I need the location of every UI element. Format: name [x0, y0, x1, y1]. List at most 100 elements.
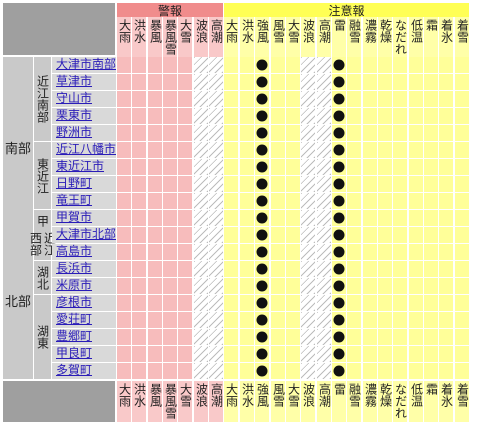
city-link[interactable]: 高島市 — [52, 244, 116, 260]
status-cell — [363, 312, 377, 328]
status-cell — [163, 329, 177, 345]
column-label: なだれ — [393, 383, 408, 419]
column-header-a14-bottom: 霜 — [424, 381, 439, 422]
status-cell — [378, 261, 392, 277]
status-cell — [271, 142, 285, 158]
city-link[interactable]: 甲賀市 — [52, 210, 116, 226]
status-cell — [132, 210, 146, 226]
status-cell — [148, 159, 162, 175]
status-cell — [148, 244, 162, 260]
status-cell — [132, 329, 146, 345]
status-cell — [194, 227, 208, 243]
city-link[interactable]: 豊郷町 — [52, 329, 116, 345]
status-cell — [378, 125, 392, 141]
status-cell — [132, 295, 146, 311]
status-cell — [117, 278, 131, 294]
city-link[interactable]: 野洲市 — [52, 125, 116, 141]
city-link[interactable]: 長浜市 — [52, 261, 116, 277]
column-label: 霜 — [424, 19, 439, 31]
status-cell — [317, 159, 331, 175]
status-cell — [209, 125, 223, 141]
status-cell — [163, 278, 177, 294]
city-link[interactable]: 甲良町 — [52, 346, 116, 362]
city-link[interactable]: 大津市北部 — [52, 227, 116, 243]
active-marker-icon — [333, 212, 345, 224]
city-link[interactable]: 近江八幡市 — [52, 142, 116, 158]
status-cell — [240, 176, 254, 192]
status-cell — [132, 176, 146, 192]
status-cell — [224, 57, 238, 73]
status-cell — [347, 295, 361, 311]
active-marker-icon — [256, 331, 268, 343]
status-cell — [439, 91, 453, 107]
column-label: 洪水 — [132, 383, 147, 407]
column-header-a7-bottom: 高潮 — [317, 381, 332, 422]
status-cell — [455, 312, 469, 328]
status-cell — [378, 159, 392, 175]
status-cell — [117, 261, 131, 277]
city-link[interactable]: 米原市 — [52, 278, 116, 294]
status-cell — [455, 244, 469, 260]
status-cell — [178, 74, 192, 90]
status-cell — [409, 363, 423, 379]
column-header-a16-bottom: 着雪 — [455, 381, 470, 422]
status-cell — [455, 91, 469, 107]
status-cell — [255, 108, 269, 124]
status-cell — [409, 159, 423, 175]
column-header-a6-top: 波浪 — [301, 17, 316, 57]
status-cell — [455, 159, 469, 175]
column-header-a1-bottom: 大雨 — [224, 381, 239, 422]
status-cell — [286, 142, 300, 158]
active-marker-icon — [256, 59, 268, 71]
column-header-a5-top: 大雪 — [286, 17, 301, 57]
status-cell — [194, 261, 208, 277]
status-cell — [117, 227, 131, 243]
column-label: 大雨 — [117, 19, 132, 43]
column-label: 霜 — [424, 383, 439, 395]
status-cell — [240, 227, 254, 243]
city-link[interactable]: 草津市 — [52, 74, 116, 90]
city-link[interactable]: 愛荘町 — [52, 312, 116, 328]
status-cell — [439, 295, 453, 311]
status-cell — [409, 295, 423, 311]
city-link[interactable]: 竜王町 — [52, 193, 116, 209]
status-cell — [132, 57, 146, 73]
status-cell — [439, 125, 453, 141]
status-cell — [393, 363, 407, 379]
status-cell — [163, 193, 177, 209]
city-link[interactable]: 東近江市 — [52, 159, 116, 175]
status-cell — [255, 363, 269, 379]
city-link[interactable]: 日野町 — [52, 176, 116, 192]
status-cell — [194, 244, 208, 260]
city-link[interactable]: 栗東市 — [52, 108, 116, 124]
column-label: 大雨 — [117, 383, 132, 407]
status-cell — [286, 91, 300, 107]
status-cell — [117, 210, 131, 226]
status-cell — [301, 142, 315, 158]
status-cell — [132, 227, 146, 243]
status-cell — [148, 346, 162, 362]
status-cell — [132, 125, 146, 141]
city-link[interactable]: 彦根市 — [52, 295, 116, 311]
status-cell — [178, 91, 192, 107]
status-cell — [301, 329, 315, 345]
column-header-w2-bottom: 洪水 — [132, 381, 147, 422]
status-cell — [301, 227, 315, 243]
status-cell — [301, 125, 315, 141]
status-cell — [439, 244, 453, 260]
status-cell — [424, 91, 438, 107]
status-cell — [148, 142, 162, 158]
status-cell — [148, 227, 162, 243]
status-cell — [271, 74, 285, 90]
status-cell — [178, 261, 192, 277]
city-link[interactable]: 大津市南部 — [52, 57, 116, 73]
status-cell — [393, 278, 407, 294]
status-cell — [271, 108, 285, 124]
status-cell — [393, 125, 407, 141]
status-cell — [163, 159, 177, 175]
city-link[interactable]: 守山市 — [52, 91, 116, 107]
city-link[interactable]: 多賀町 — [52, 363, 116, 379]
status-cell — [347, 312, 361, 328]
active-marker-icon — [333, 246, 345, 258]
subregion-text: 東近江 — [35, 157, 50, 194]
